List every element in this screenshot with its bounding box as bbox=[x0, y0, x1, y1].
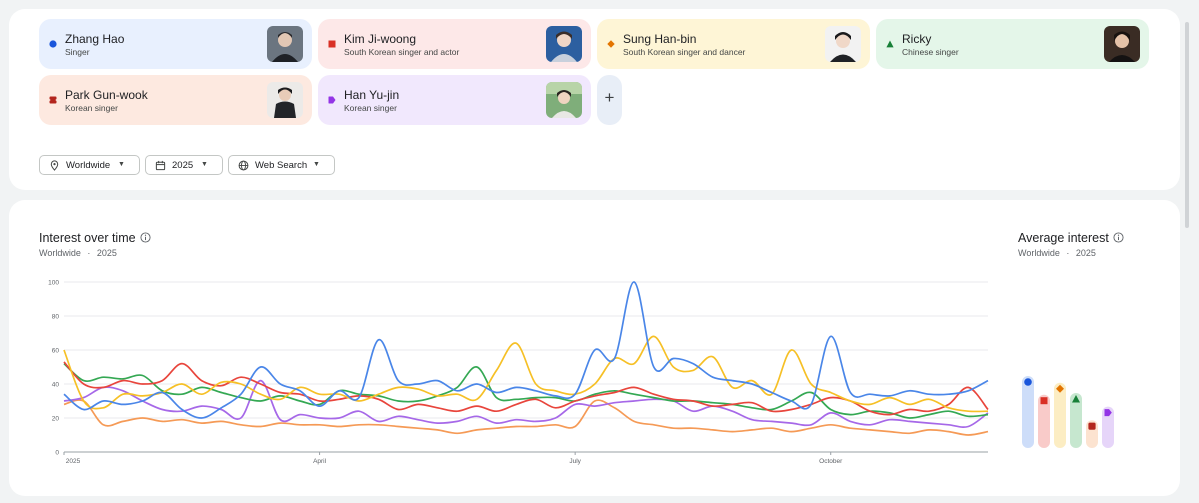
y-tick-label: 20 bbox=[52, 415, 60, 422]
subtitle-period: 2025 bbox=[96, 248, 117, 258]
square-icon bbox=[328, 40, 336, 48]
term-card-han-yu-jin[interactable]: Han Yu-jin Korean singer bbox=[318, 75, 591, 125]
scrollbar-thumb[interactable] bbox=[1185, 22, 1189, 228]
diamond-icon bbox=[607, 40, 615, 48]
subtitle-separator: · bbox=[87, 248, 91, 258]
term-name: Sung Han-bin bbox=[623, 32, 697, 46]
x-tick-label: July bbox=[569, 458, 581, 465]
tag-icon bbox=[49, 96, 57, 104]
period-value: 2025 bbox=[172, 160, 194, 171]
term-card-zhang-hao[interactable]: Zhang Hao Singer bbox=[39, 19, 312, 69]
avatar bbox=[825, 26, 861, 62]
average-interest-subtitle: Worldwide · 2025 bbox=[1018, 248, 1096, 258]
plus-icon: + bbox=[604, 88, 615, 107]
avg-bar bbox=[1054, 382, 1066, 448]
avatar bbox=[267, 26, 303, 62]
region-value: Worldwide bbox=[66, 160, 111, 171]
series-line-park-gun-wook bbox=[63, 399, 989, 436]
term-name: Han Yu-jin bbox=[344, 88, 400, 102]
property-value: Web Search bbox=[255, 160, 308, 171]
calendar-icon bbox=[155, 160, 166, 171]
caret-down-icon: ▼ bbox=[118, 161, 125, 168]
subtitle-separator: · bbox=[1066, 248, 1070, 258]
caret-down-icon: ▼ bbox=[201, 161, 208, 168]
term-name: Park Gun-wook bbox=[65, 88, 148, 102]
term-description: Korean singer bbox=[344, 103, 397, 113]
avg-bar bbox=[1070, 393, 1082, 448]
term-name: Zhang Hao bbox=[65, 32, 125, 46]
avg-bar bbox=[1022, 376, 1034, 448]
circle-icon bbox=[49, 40, 57, 48]
term-description: Singer bbox=[65, 47, 90, 57]
pentagon-icon bbox=[328, 96, 336, 104]
y-tick-label: 40 bbox=[52, 381, 60, 388]
avg-marker-pentagon bbox=[1104, 409, 1112, 417]
add-comparison-button[interactable]: + bbox=[597, 75, 622, 125]
x-tick-label: October bbox=[819, 458, 843, 465]
term-name: Ricky bbox=[902, 32, 932, 46]
avg-bar bbox=[1102, 406, 1114, 448]
period-dropdown[interactable]: 2025 ▼ bbox=[145, 155, 223, 175]
term-card-ricky[interactable]: Ricky Chinese singer bbox=[876, 19, 1149, 69]
avatar bbox=[1104, 26, 1140, 62]
y-tick-label: 80 bbox=[52, 313, 60, 320]
interest-over-time-title: Interest over time bbox=[39, 231, 136, 245]
subtitle-period: 2025 bbox=[1075, 248, 1096, 258]
avg-bar bbox=[1038, 394, 1050, 448]
globe-icon bbox=[238, 160, 249, 171]
interest-over-time-subtitle: Worldwide · 2025 bbox=[39, 248, 117, 258]
region-dropdown[interactable]: Worldwide ▼ bbox=[39, 155, 140, 175]
triangle-icon bbox=[886, 40, 894, 48]
avg-marker-diamond bbox=[1056, 384, 1064, 393]
caret-down-icon: ▼ bbox=[313, 161, 320, 168]
term-card-kim-ji-woong[interactable]: Kim Ji-woong South Korean singer and act… bbox=[318, 19, 591, 69]
y-tick-label: 60 bbox=[52, 347, 60, 354]
term-description: Chinese singer bbox=[902, 47, 959, 57]
subtitle-region: Worldwide bbox=[1018, 248, 1060, 258]
avg-marker-tag bbox=[1088, 422, 1096, 430]
term-name: Kim Ji-woong bbox=[344, 32, 417, 46]
subtitle-region: Worldwide bbox=[39, 248, 81, 258]
term-card-park-gun-wook[interactable]: Park Gun-wook Korean singer bbox=[39, 75, 312, 125]
series-line-zhang-hao bbox=[63, 281, 989, 419]
info-icon[interactable] bbox=[1113, 232, 1124, 243]
avg-marker-square bbox=[1040, 397, 1048, 405]
x-tick-label: April bbox=[313, 458, 327, 465]
avatar bbox=[546, 82, 582, 118]
avg-marker-circle bbox=[1024, 378, 1032, 386]
avg-marker-triangle bbox=[1072, 395, 1080, 403]
series-line-ricky bbox=[63, 362, 989, 419]
avatar bbox=[267, 82, 303, 118]
property-dropdown[interactable]: Web Search ▼ bbox=[228, 155, 335, 175]
series-line-kim-ji-woong bbox=[63, 361, 989, 416]
series-line-sung-han-bin bbox=[63, 335, 989, 413]
location-pin-icon bbox=[50, 160, 59, 171]
avatar bbox=[546, 26, 582, 62]
average-interest-title: Average interest bbox=[1018, 231, 1109, 245]
term-description: South Korean singer and dancer bbox=[623, 47, 746, 57]
y-tick-label: 0 bbox=[55, 449, 59, 456]
y-tick-label: 100 bbox=[48, 279, 59, 286]
term-description: South Korean singer and actor bbox=[344, 47, 460, 57]
chart-panel bbox=[9, 200, 1180, 496]
info-icon[interactable] bbox=[140, 232, 151, 243]
x-tick-label: 2025 bbox=[66, 458, 81, 465]
term-card-sung-han-bin[interactable]: Sung Han-bin South Korean singer and dan… bbox=[597, 19, 870, 69]
term-description: Korean singer bbox=[65, 103, 118, 113]
